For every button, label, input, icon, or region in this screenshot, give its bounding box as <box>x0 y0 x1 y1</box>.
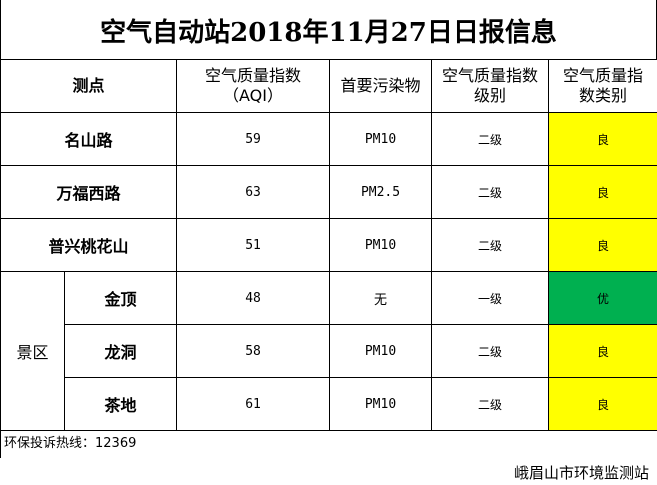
table-row: 名山路 59 PM10 二级 良 <box>0 112 657 166</box>
aqi-level: 二级 <box>431 218 550 272</box>
header-category-line1: 空气质量指 <box>563 66 644 85</box>
table-row: 万福西路 63 PM2.5 二级 良 <box>0 165 657 219</box>
station-name: 名山路 <box>0 112 178 166</box>
aqi-category: 优 <box>548 271 657 325</box>
primary-pollutant: PM10 <box>329 112 433 166</box>
aqi-level: 一级 <box>431 271 550 325</box>
header-aqi-line1: 空气质量指数 <box>205 66 302 85</box>
header-pollutant: 首要污染物 <box>329 59 433 113</box>
aqi-category: 良 <box>548 218 657 272</box>
aqi-value: 59 <box>176 112 331 166</box>
aqi-level: 二级 <box>431 324 550 378</box>
station-name: 金顶 <box>63 271 178 325</box>
aqi-category: 良 <box>548 377 657 431</box>
primary-pollutant: PM10 <box>329 377 433 431</box>
report-title: 空气自动站2018年11月27日日报信息 <box>0 0 657 60</box>
aqi-level: 二级 <box>431 377 550 431</box>
aqi-value: 51 <box>176 218 331 272</box>
header-station: 测点 <box>0 59 178 113</box>
station-name: 万福西路 <box>0 165 178 219</box>
aqi-level: 二级 <box>431 112 550 166</box>
header-level-line1: 空气质量指数 <box>442 66 539 85</box>
table-row: 龙洞 58 PM10 二级 良 <box>1 324 657 378</box>
header-aqi: 空气质量指数 （AQI） <box>176 59 331 113</box>
aqi-level: 二级 <box>431 165 550 219</box>
aqi-table: 测点 空气质量指数 （AQI） 首要污染物 空气质量指数 级别 空气质量指 数类… <box>0 59 657 431</box>
aqi-value: 61 <box>176 377 331 431</box>
complaint-hotline: 环保投诉热线：12369 <box>0 430 657 458</box>
header-category: 空气质量指 数类别 <box>548 59 657 113</box>
aqi-value: 48 <box>176 271 331 325</box>
scenic-area-label: 景区 <box>0 271 65 431</box>
table-row: 景区 金顶 48 无 一级 优 <box>0 271 657 431</box>
aqi-category: 良 <box>548 112 657 166</box>
aqi-value: 63 <box>176 165 331 219</box>
station-name: 普兴桃花山 <box>0 218 178 272</box>
table-row: 普兴桃花山 51 PM10 二级 良 <box>0 218 657 272</box>
primary-pollutant: PM10 <box>329 218 433 272</box>
primary-pollutant: PM10 <box>329 324 433 378</box>
aqi-value: 58 <box>176 324 331 378</box>
primary-pollutant: PM2.5 <box>329 165 433 219</box>
table-header-row: 测点 空气质量指数 （AQI） 首要污染物 空气质量指数 级别 空气质量指 数类… <box>0 59 657 113</box>
station-name: 龙洞 <box>63 324 178 378</box>
header-level-line2: 级别 <box>474 86 507 105</box>
header-category-line2: 数类别 <box>579 86 628 105</box>
table-row: 茶地 61 PM10 二级 良 <box>1 377 657 431</box>
header-level: 空气质量指数 级别 <box>431 59 550 113</box>
aqi-category: 良 <box>548 324 657 378</box>
organization-name: 峨眉山市环境监测站 <box>513 464 649 482</box>
header-aqi-line2: （AQI） <box>223 86 283 105</box>
primary-pollutant: 无 <box>329 271 433 325</box>
station-name: 茶地 <box>63 377 178 431</box>
aqi-category: 良 <box>548 165 657 219</box>
